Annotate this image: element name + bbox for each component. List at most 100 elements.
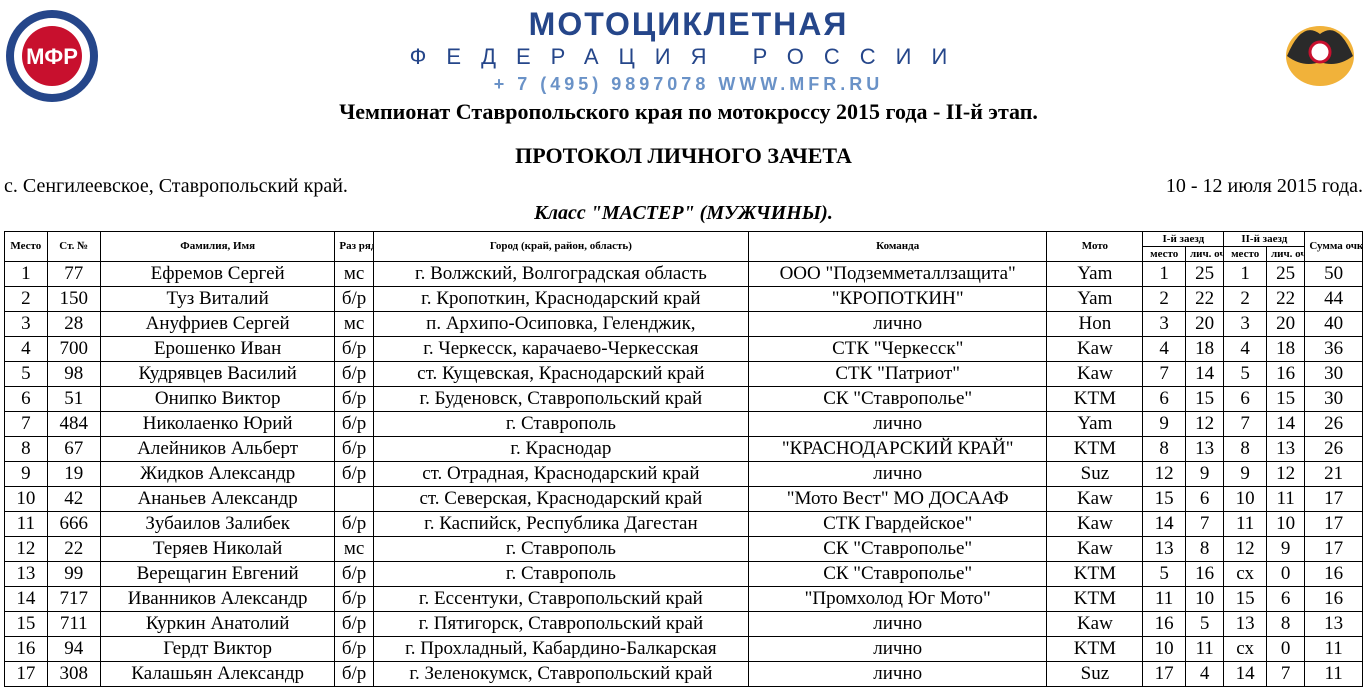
cell: 15 [1266,386,1304,411]
cell: б/р [335,636,373,661]
cell: 98 [47,361,100,386]
table-row: 919Жидков Александрб/рст. Отрадная, Крас… [5,461,1363,486]
mfr-logo-icon: МФР [4,8,100,104]
cell: 14 [1185,361,1223,386]
table-head: Место Ст. № Фамилия, Имя Раз ряд Город (… [5,231,1363,261]
cell: Ефремов Сергей [100,261,335,286]
col-place: Место [5,231,48,261]
cell: мс [335,261,373,286]
col-team: Команда [748,231,1046,261]
cell: 14 [1143,511,1186,536]
cell: 3 [5,311,48,336]
col-rank: Раз ряд [335,231,373,261]
cell: 12 [1224,536,1267,561]
table-row: 1222Теряев Николаймсг. СтавропольСК "Ста… [5,536,1363,561]
cell: б/р [335,336,373,361]
cell: 1 [5,261,48,286]
cell: 13 [1305,611,1363,636]
cell: г. Прохладный, Кабардино-Балкарская [373,636,748,661]
dates: 10 - 12 июля 2015 года. [1166,175,1363,198]
cell: 22 [47,536,100,561]
cell: 15 [1224,586,1267,611]
cell: СТК "Черкесск" [748,336,1046,361]
cell: г. Буденовск, Ставропольский край [373,386,748,411]
cell: 4 [1143,336,1186,361]
cell: п. Архипо-Осиповка, Геленджик, [373,311,748,336]
cell: Ануфриев Сергей [100,311,335,336]
cell: 25 [1266,261,1304,286]
cell: "КРОПОТКИН" [748,286,1046,311]
cell: 13 [1143,536,1186,561]
cell: Kaw [1047,486,1143,511]
table-row: 14717Иванников Александрб/рг. Ессентуки,… [5,586,1363,611]
org-subtitle: ФЕДЕРАЦИЯ РОССИИ [100,44,1277,70]
cell: б/р [335,661,373,686]
cell: 9 [5,461,48,486]
cell: б/р [335,461,373,486]
cell: 6 [5,386,48,411]
cell: 30 [1305,361,1363,386]
cell: лично [748,611,1046,636]
cell: Гердт Виктор [100,636,335,661]
cell: ст. Кущевская, Краснодарский край [373,361,748,386]
cell: 16 [1185,561,1223,586]
cell: 3 [1224,311,1267,336]
cell: 11 [5,511,48,536]
cell: мс [335,536,373,561]
table-row: 11666Зубаилов Залибекб/рг. Каспийск, Рес… [5,511,1363,536]
cell: 6 [1224,386,1267,411]
cell: 10 [1266,511,1304,536]
table-row: 2150Туз Виталийб/рг. Кропоткин, Краснода… [5,286,1363,311]
cell: 26 [1305,411,1363,436]
cell: СК "Ставрополье" [748,561,1046,586]
eagle-emblem-icon [1277,8,1363,94]
cell: б/р [335,361,373,386]
cell: б/р [335,611,373,636]
cell: 42 [47,486,100,511]
cell: 13 [1224,611,1267,636]
cell: 25 [1185,261,1223,286]
col-start-no: Ст. № [47,231,100,261]
cell: 36 [1305,336,1363,361]
cell: лично [748,661,1046,686]
cell: 17 [1143,661,1186,686]
cell: 6 [1185,486,1223,511]
cell: Kaw [1047,511,1143,536]
cell: 77 [47,261,100,286]
cell: б/р [335,436,373,461]
cell: 711 [47,611,100,636]
cell: г. Зеленокумск, Ставропольский край [373,661,748,686]
cell: 28 [47,311,100,336]
cell: 4 [5,336,48,361]
col-heat1-pts: лич. очки [1185,246,1223,261]
event-title: Чемпионат Ставропольского края по мотокр… [100,99,1277,125]
cell: 1 [1224,261,1267,286]
cell: 11 [1185,636,1223,661]
meta-row: с. Сенгилеевское, Ставропольский край. 1… [4,175,1363,198]
cell: сх [1224,561,1267,586]
cell: 1 [1143,261,1186,286]
header-center: МОТОЦИКЛЕТНАЯ ФЕДЕРАЦИЯ РОССИИ + 7 (495)… [100,8,1277,125]
cell: 8 [1143,436,1186,461]
table-row: 177Ефремов Сергеймсг. Волжский, Волгогра… [5,261,1363,286]
col-heat2-place: место [1224,246,1267,261]
cell: KTM [1047,436,1143,461]
cell: 6 [1143,386,1186,411]
cell: 14 [1224,661,1267,686]
cell: 2 [1224,286,1267,311]
cell: 5 [1143,561,1186,586]
cell: 44 [1305,286,1363,311]
col-heat1: I-й заезд [1143,231,1224,246]
cell: 150 [47,286,100,311]
cell: ООО "Подземметаллзащита" [748,261,1046,286]
table-row: 598Кудрявцев Василийб/рст. Кущевская, Кр… [5,361,1363,386]
cell: Suz [1047,661,1143,686]
cell: 8 [5,436,48,461]
cell: 67 [47,436,100,461]
col-heat2: II-й заезд [1224,231,1305,246]
table-row: 651Онипко Викторб/рг. Буденовск, Ставроп… [5,386,1363,411]
cell: г. Краснодар [373,436,748,461]
cell: г. Ставрополь [373,536,748,561]
cell: Kaw [1047,336,1143,361]
cell: Кудрявцев Василий [100,361,335,386]
